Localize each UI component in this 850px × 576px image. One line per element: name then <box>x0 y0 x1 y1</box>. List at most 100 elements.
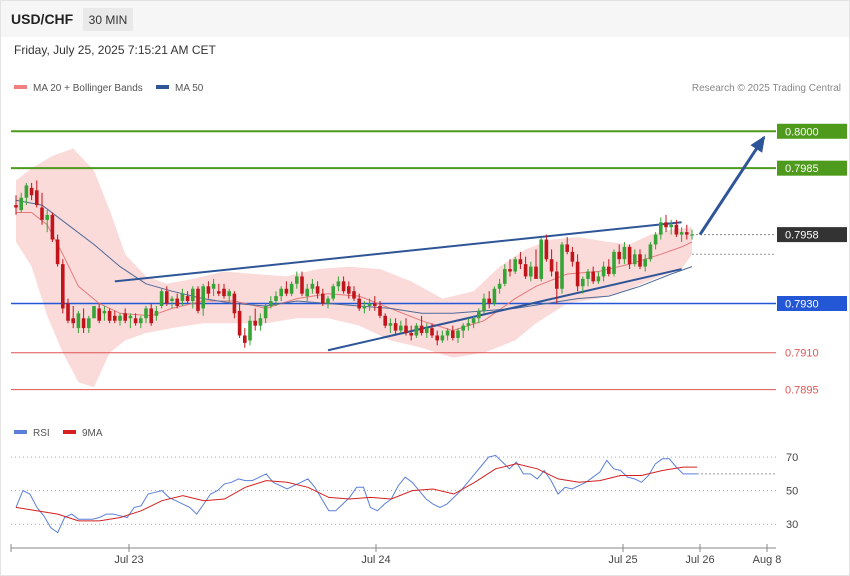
candle-body <box>362 305 367 309</box>
legend-swatch-ma50 <box>156 85 169 89</box>
candle-body <box>612 251 616 274</box>
candle-body <box>383 315 387 326</box>
candle-body <box>35 190 39 206</box>
timeframe-badge[interactable] <box>83 8 133 31</box>
candle-body <box>685 232 689 235</box>
candle-body <box>409 333 413 336</box>
candle-body <box>461 325 465 331</box>
legend-ma50-label: MA 50 <box>175 83 204 94</box>
rsi-panel: 70 50 30 <box>11 452 798 534</box>
candle-body <box>191 288 195 302</box>
trendline <box>114 221 682 283</box>
candle-body <box>570 251 575 262</box>
legend-rsi-label: RSI <box>33 428 50 439</box>
candle-body <box>555 271 559 289</box>
price-label-box <box>777 160 847 176</box>
candle-body <box>45 214 49 220</box>
candle-body <box>497 283 502 289</box>
candle-body <box>300 276 304 294</box>
candle-body <box>321 293 325 304</box>
candle-body <box>201 286 205 309</box>
candle-body <box>435 335 439 341</box>
candle-body <box>295 276 299 284</box>
candlesticks <box>14 180 694 348</box>
candle-body <box>352 291 356 299</box>
x-tick-label: Jul 24 <box>361 554 390 566</box>
candle-body <box>653 234 658 245</box>
timestamp: Friday, July 25, 2025 7:15:21 AM CET <box>14 43 217 57</box>
candle-body <box>305 288 309 297</box>
legend-ma20-label: MA 20 + Bollinger Bands <box>33 83 143 94</box>
candle-body <box>263 305 268 319</box>
candle-body <box>336 281 341 287</box>
candle-body <box>71 318 75 324</box>
candle-body <box>466 323 471 326</box>
candle-body <box>76 313 81 329</box>
candle-body <box>549 259 554 272</box>
candle-body <box>456 330 460 338</box>
candle-body <box>529 266 533 277</box>
candle-body <box>87 318 91 329</box>
candle-body <box>211 283 216 289</box>
candle-body <box>326 298 330 304</box>
candle-body <box>154 310 159 316</box>
candle-body <box>425 328 429 334</box>
candle-body <box>575 261 580 287</box>
candle-body <box>544 239 549 260</box>
candle-body <box>388 323 393 326</box>
candle-body <box>414 325 419 336</box>
candle-body <box>139 318 143 324</box>
price-label-box <box>777 296 847 312</box>
timeframe-label: 30 MIN <box>89 13 128 27</box>
legend-swatch-9ma <box>63 430 76 434</box>
candle-body <box>315 286 320 294</box>
candle-body <box>445 330 450 336</box>
candle-body <box>133 318 138 324</box>
legend-swatch-ma20 <box>14 85 27 89</box>
candle-body <box>107 310 112 321</box>
candle-body <box>170 298 174 302</box>
price-labels: 0.8000 0.7985 0.7958 0.7930 0.7910 0.7895 <box>777 123 847 397</box>
price-label-text: 0.7930 <box>785 299 819 311</box>
candle-body <box>419 325 424 334</box>
candle-body <box>222 288 226 297</box>
candle-body <box>601 266 606 277</box>
candle-body <box>331 286 335 299</box>
candle-body <box>482 298 486 311</box>
candle-body <box>347 286 351 294</box>
candle-body <box>144 308 148 319</box>
candle-body <box>674 224 679 235</box>
price-label-text: 0.7895 <box>785 385 819 397</box>
candle-body <box>471 318 476 324</box>
header-bar <box>1 1 849 37</box>
trendline <box>327 268 682 352</box>
candle-body <box>627 246 632 265</box>
bollinger-band-fill <box>16 148 692 388</box>
candle-body <box>55 239 60 265</box>
candle-body <box>61 264 65 309</box>
price-label-text: 0.7958 <box>785 230 819 242</box>
candle-body <box>227 291 231 297</box>
candle-body <box>638 254 642 267</box>
candle-body <box>648 244 653 260</box>
candle-body <box>258 318 263 326</box>
candle-body <box>591 271 595 282</box>
candle-body <box>196 288 200 311</box>
candle-body <box>185 296 190 302</box>
candle-body <box>310 283 315 289</box>
candle-body <box>40 207 44 220</box>
bollinger-band <box>16 148 692 388</box>
copyright-text: Research © 2025 Trading Central <box>692 83 841 94</box>
candle-body <box>523 264 528 277</box>
candle-body <box>243 335 247 343</box>
candle-body <box>477 310 481 319</box>
candle-body <box>430 328 434 336</box>
candle-body <box>690 234 694 236</box>
trendlines <box>114 135 766 352</box>
candle-body <box>534 266 538 279</box>
price-label-text: 0.7910 <box>785 348 819 360</box>
candle-body <box>113 315 117 321</box>
candle-body <box>643 259 647 267</box>
candle-body <box>279 288 283 297</box>
rsi-tick-label: 50 <box>786 486 798 498</box>
